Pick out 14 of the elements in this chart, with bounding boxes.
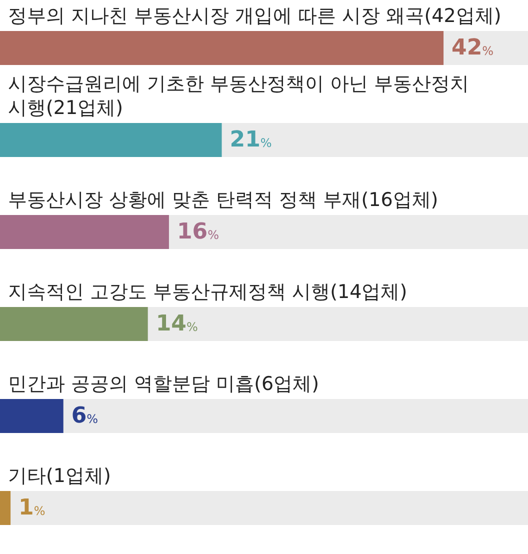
data-label: 21% — [230, 128, 272, 152]
y-tick-label: 지속적인 고강도 부동산규제정책 시행(14업체) — [8, 281, 408, 303]
y-tick-label: 민간과 공공의 역할분담 미흡(6업체) — [8, 373, 320, 395]
y-tick-label: 기타(1업체) — [8, 465, 111, 487]
data-label: 42% — [452, 36, 494, 60]
y-tick-label: 정부의 지나친 부동산시장 개입에 따른 시장 왜곡(42업체) — [8, 5, 502, 27]
y-tick-label: 부동산시장 상황에 맞춘 탄력적 정책 부재(16업체) — [8, 189, 438, 211]
y-tick-label: 시장수급원리에 기초한 부동산정책이 아닌 부동산정치 시행(21업체) — [8, 73, 470, 119]
bar — [0, 491, 11, 525]
data-label: 16% — [176, 220, 219, 244]
data-label: 14% — [156, 312, 198, 336]
data-label: 6% — [71, 404, 98, 428]
bar — [0, 399, 64, 433]
data-label: 1% — [18, 496, 46, 520]
